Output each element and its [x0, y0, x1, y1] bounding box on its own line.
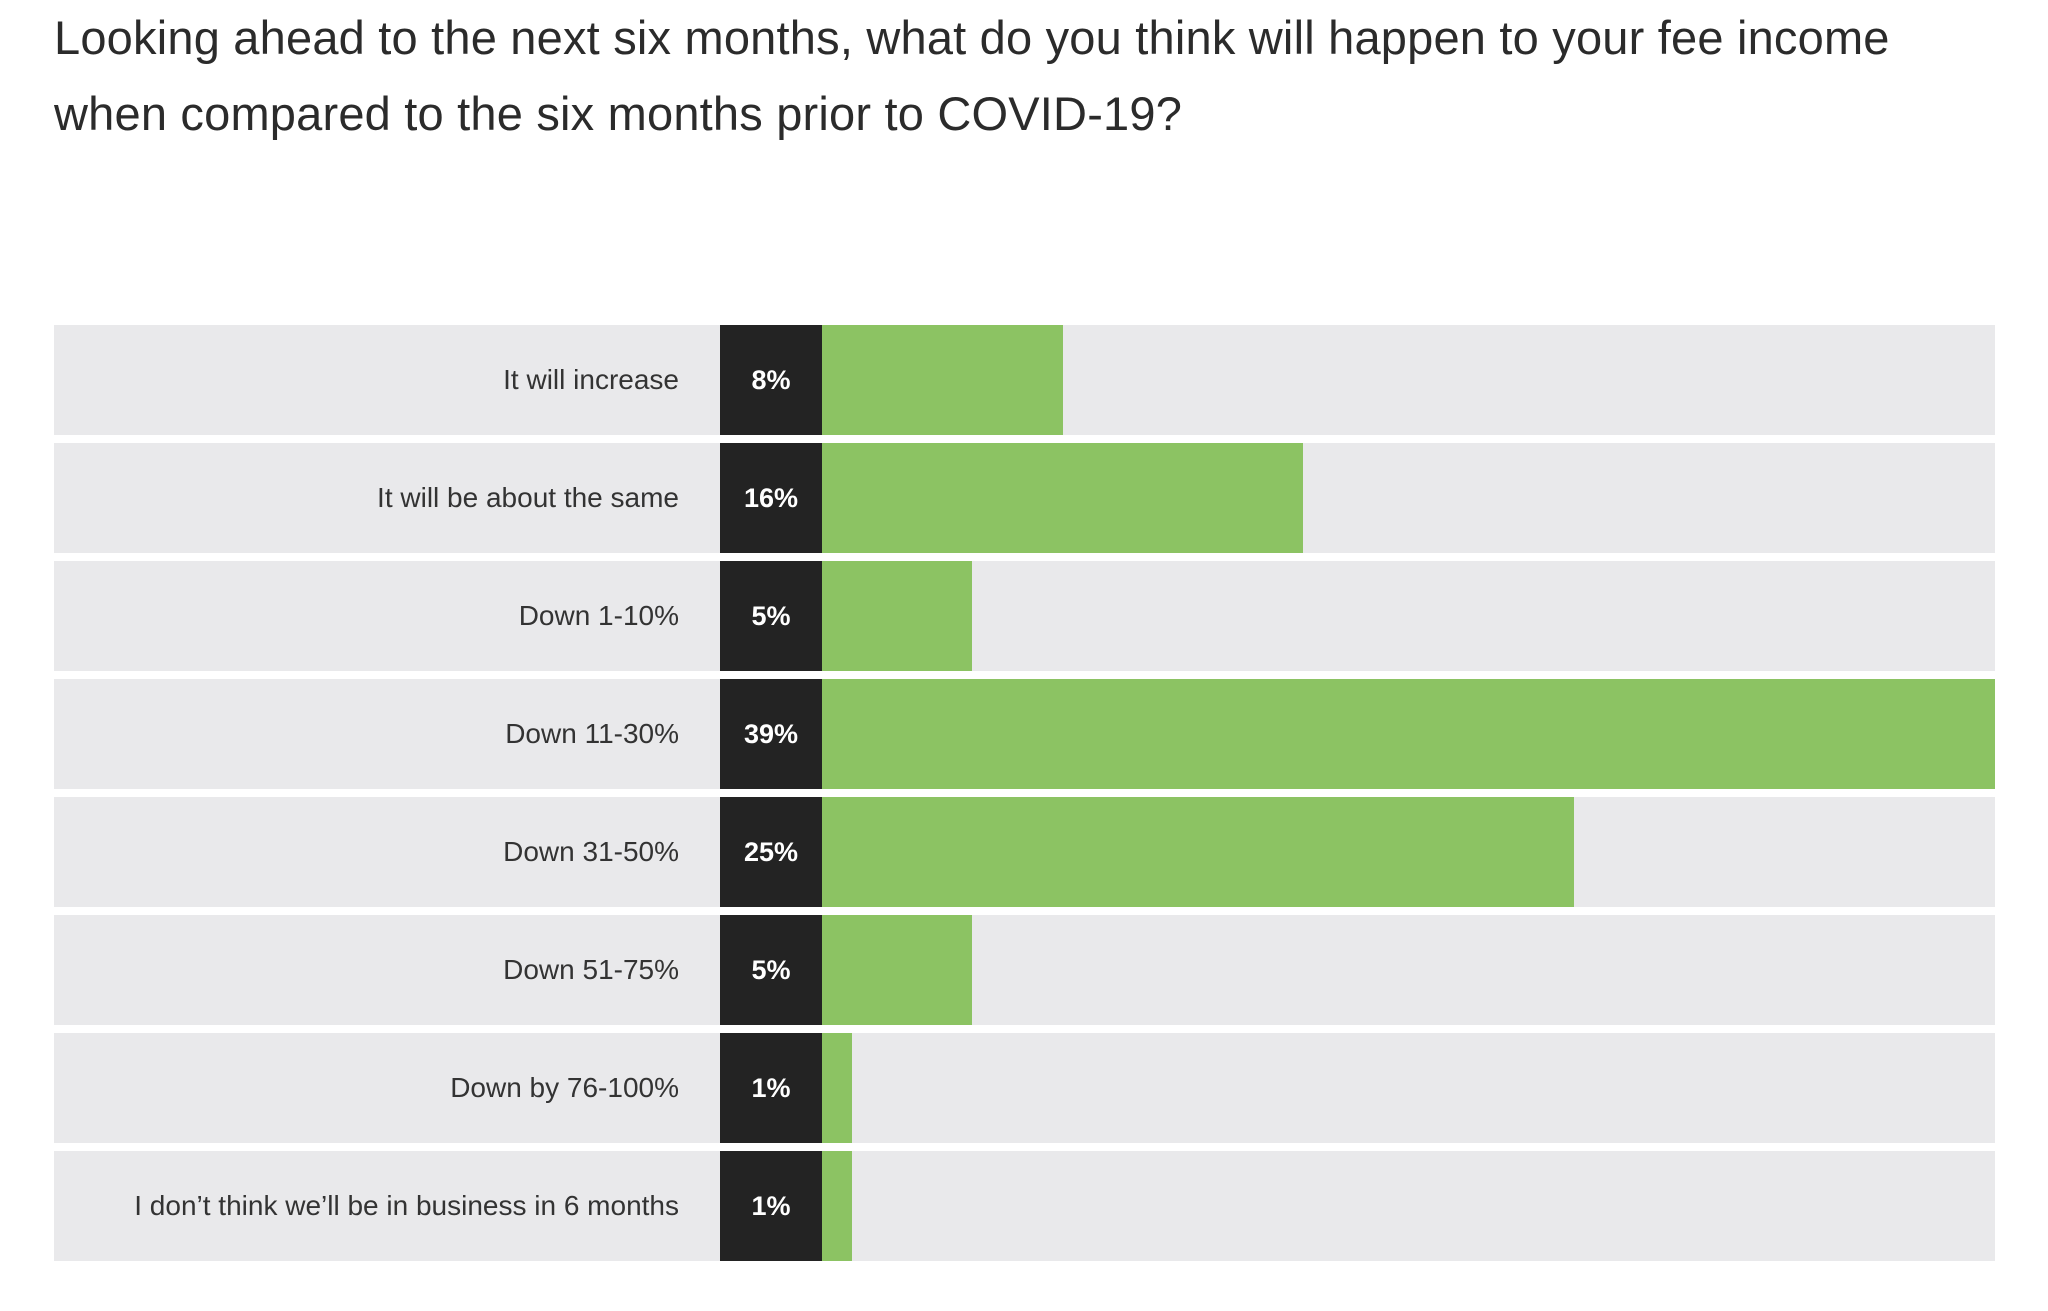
bar: [822, 443, 1304, 553]
value-label: 1%: [720, 1033, 822, 1143]
category-label: I don’t think we’ll be in business in 6 …: [134, 1190, 679, 1221]
bar-chart: It will increase 8% It will be about the s…: [54, 325, 1995, 1269]
category-label: Down by 76-100%: [450, 1072, 679, 1103]
bar: [822, 561, 973, 671]
category-label: Down 1-10%: [518, 600, 679, 631]
bar: [822, 797, 1574, 907]
bar: [822, 325, 1063, 435]
bar-track: [822, 1033, 1995, 1143]
bar: [822, 679, 1995, 789]
chart-row: Down 31-50% 25%: [54, 797, 1995, 907]
bar-track: [822, 561, 1995, 671]
value-label: 39%: [720, 679, 822, 789]
chart-row: It will increase 8%: [54, 325, 1995, 435]
bar-track: [822, 679, 1995, 789]
category-label: Down 11-30%: [505, 718, 679, 749]
bar: [822, 1033, 853, 1143]
bar-track: [822, 325, 1995, 435]
category-label: It will increase: [503, 364, 679, 395]
bar-track: [822, 915, 1995, 1025]
value-label: 25%: [720, 797, 822, 907]
value-label: 5%: [720, 561, 822, 671]
value-label: 1%: [720, 1151, 822, 1261]
value-label: 8%: [720, 325, 822, 435]
chart-row: Down 1-10% 5%: [54, 561, 1995, 671]
bar-track: [822, 797, 1995, 907]
category-label: Down 51-75%: [503, 954, 679, 985]
chart-row: It will be about the same 16%: [54, 443, 1995, 553]
question-title: Looking ahead to the next six months, wh…: [54, 11, 1890, 140]
chart-row: Down 11-30% 39%: [54, 679, 1995, 789]
bar: [822, 1151, 853, 1261]
chart-row: Down by 76-100% 1%: [54, 1033, 1995, 1143]
category-label: Down 31-50%: [503, 836, 679, 867]
bar: [822, 915, 973, 1025]
bar-track: [822, 443, 1995, 553]
value-label: 5%: [720, 915, 822, 1025]
chart-row: I don’t think we’ll be in business in 6 …: [54, 1151, 1995, 1261]
value-label: 16%: [720, 443, 822, 553]
chart-row: Down 51-75% 5%: [54, 915, 1995, 1025]
bar-track: [822, 1151, 1995, 1261]
category-label: It will be about the same: [377, 482, 679, 513]
